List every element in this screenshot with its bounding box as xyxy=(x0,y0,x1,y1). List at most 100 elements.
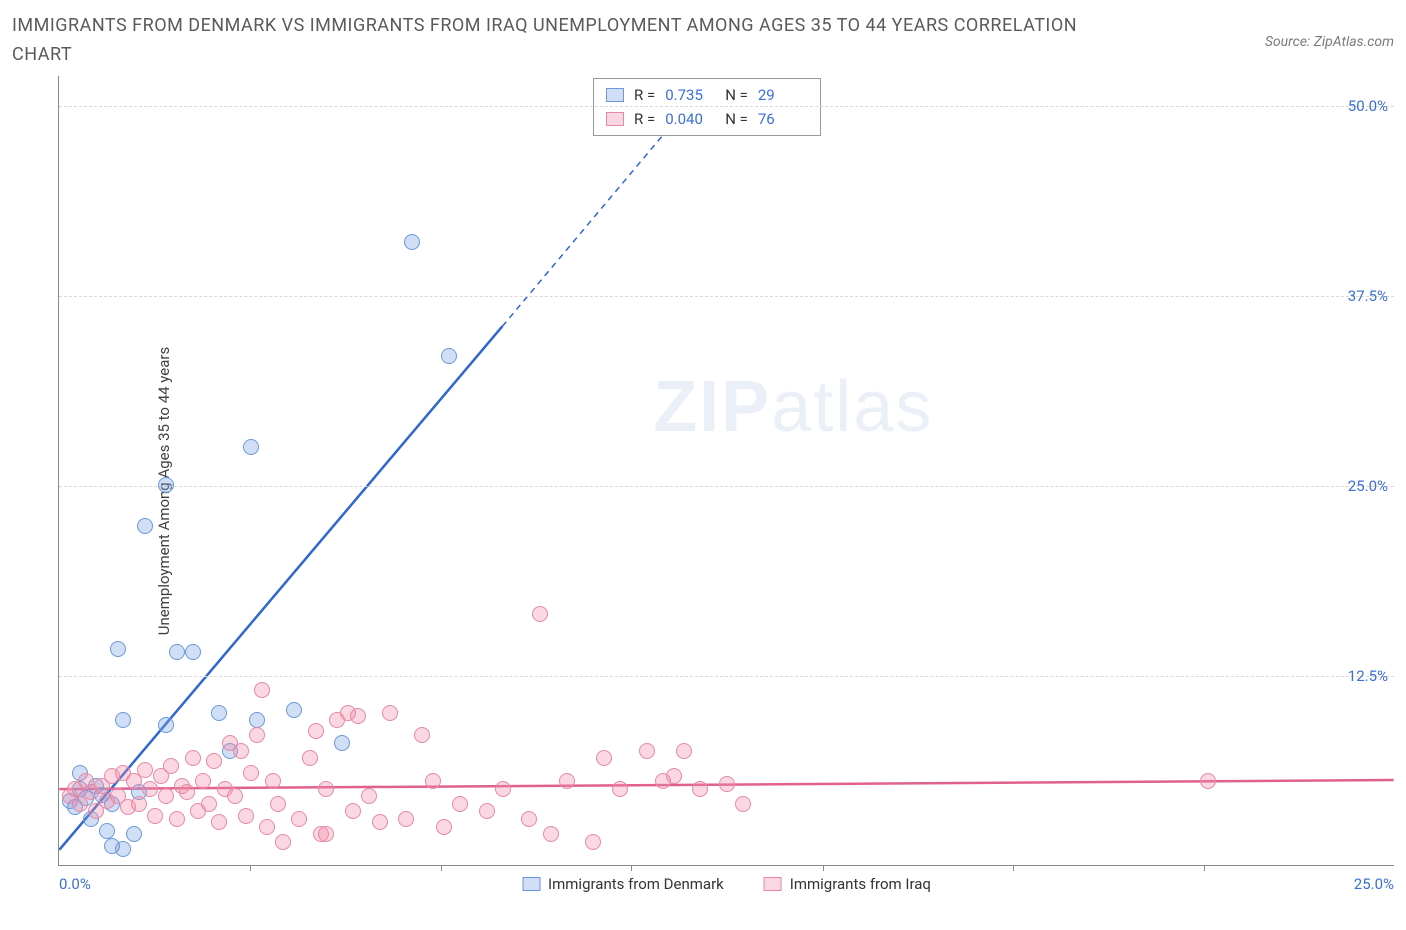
point-iraq xyxy=(131,796,147,812)
point-iraq xyxy=(233,743,249,759)
point-iraq xyxy=(195,773,211,789)
point-iraq xyxy=(436,819,452,835)
point-iraq xyxy=(398,811,414,827)
point-iraq xyxy=(238,808,254,824)
point-denmark xyxy=(286,702,302,718)
point-denmark xyxy=(185,644,201,660)
stats-row-denmark: R = 0.735 N = 29 xyxy=(606,83,808,107)
swatch-denmark xyxy=(606,88,624,102)
chart-title: IMMIGRANTS FROM DENMARK VS IMMIGRANTS FR… xyxy=(12,12,1132,70)
point-iraq xyxy=(692,781,708,797)
point-iraq xyxy=(639,743,655,759)
point-denmark xyxy=(441,348,457,364)
stats-row-iraq: R = 0.040 N = 76 xyxy=(606,107,808,131)
source-attribution: Source: ZipAtlas.com xyxy=(1265,12,1394,50)
legend-label: Immigrants from Denmark xyxy=(548,875,724,893)
point-iraq xyxy=(735,796,751,812)
legend-label: Immigrants from Iraq xyxy=(790,875,931,893)
n-label: N = xyxy=(725,107,748,131)
point-iraq xyxy=(201,796,217,812)
point-iraq xyxy=(612,781,628,797)
point-iraq xyxy=(227,788,243,804)
point-iraq xyxy=(254,682,270,698)
point-denmark xyxy=(126,826,142,842)
gridline xyxy=(59,296,1394,297)
y-tick-label: 37.5% xyxy=(1348,287,1388,305)
point-iraq xyxy=(211,814,227,830)
point-iraq xyxy=(676,743,692,759)
n-value-iraq: 76 xyxy=(758,107,808,131)
point-iraq xyxy=(270,796,286,812)
point-iraq xyxy=(259,819,275,835)
point-iraq xyxy=(302,750,318,766)
point-denmark xyxy=(115,712,131,728)
point-denmark xyxy=(211,705,227,721)
gridline xyxy=(59,486,1394,487)
point-iraq xyxy=(361,788,377,804)
swatch-iraq xyxy=(606,112,624,126)
point-iraq xyxy=(452,796,468,812)
point-iraq xyxy=(265,773,281,789)
y-tick-label: 25.0% xyxy=(1348,477,1388,495)
x-tick xyxy=(250,865,251,871)
legend-item-denmark: Immigrants from Denmark xyxy=(522,875,724,893)
point-iraq xyxy=(185,750,201,766)
x-tick-max: 25.0% xyxy=(1354,875,1394,893)
point-iraq xyxy=(1200,773,1216,789)
point-denmark xyxy=(137,518,153,534)
point-iraq xyxy=(414,727,430,743)
swatch-denmark xyxy=(522,877,540,891)
r-label: R = xyxy=(634,83,655,107)
y-tick-label: 12.5% xyxy=(1348,667,1388,685)
gridline xyxy=(59,676,1394,677)
point-denmark xyxy=(334,735,350,751)
point-iraq xyxy=(666,768,682,784)
point-iraq xyxy=(479,803,495,819)
y-tick-label: 50.0% xyxy=(1348,97,1388,115)
n-label: N = xyxy=(725,83,748,107)
point-iraq xyxy=(275,834,291,850)
point-iraq xyxy=(596,750,612,766)
plot-area: ZIPatlas R = 0.735 N = 29 R = 0.040 N = … xyxy=(58,76,1394,866)
point-iraq xyxy=(137,762,153,778)
watermark: ZIPatlas xyxy=(653,366,933,448)
point-denmark xyxy=(99,823,115,839)
point-iraq xyxy=(318,826,334,842)
point-iraq xyxy=(382,705,398,721)
trend-lines-layer xyxy=(59,76,1394,865)
point-denmark xyxy=(158,477,174,493)
point-denmark xyxy=(158,717,174,733)
swatch-iraq xyxy=(764,877,782,891)
point-denmark xyxy=(249,712,265,728)
point-denmark xyxy=(243,439,259,455)
point-iraq xyxy=(532,606,548,622)
point-iraq xyxy=(169,811,185,827)
point-iraq xyxy=(308,723,324,739)
x-tick xyxy=(823,865,824,871)
r-label: R = xyxy=(634,107,655,131)
x-tick xyxy=(631,865,632,871)
point-iraq xyxy=(163,758,179,774)
point-denmark xyxy=(104,838,120,854)
gridline xyxy=(59,106,1394,107)
point-iraq xyxy=(495,781,511,797)
point-iraq xyxy=(291,811,307,827)
point-iraq xyxy=(243,765,259,781)
x-tick-min: 0.0% xyxy=(59,875,91,893)
point-iraq xyxy=(345,803,361,819)
r-value-denmark: 0.735 xyxy=(665,83,715,107)
point-denmark xyxy=(110,641,126,657)
point-denmark xyxy=(404,234,420,250)
point-iraq xyxy=(719,776,735,792)
point-iraq xyxy=(521,811,537,827)
legend: Immigrants from Denmark Immigrants from … xyxy=(522,875,931,893)
point-denmark xyxy=(169,644,185,660)
point-iraq xyxy=(318,781,334,797)
r-value-iraq: 0.040 xyxy=(665,107,715,131)
legend-item-iraq: Immigrants from Iraq xyxy=(764,875,931,893)
point-iraq xyxy=(585,834,601,850)
point-iraq xyxy=(543,826,559,842)
point-iraq xyxy=(425,773,441,789)
point-iraq xyxy=(147,808,163,824)
point-iraq xyxy=(206,753,222,769)
